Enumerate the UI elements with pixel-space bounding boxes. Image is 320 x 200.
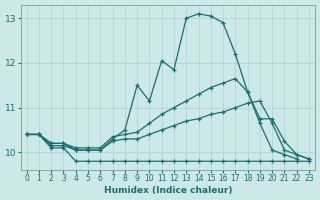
X-axis label: Humidex (Indice chaleur): Humidex (Indice chaleur) [104,186,232,195]
